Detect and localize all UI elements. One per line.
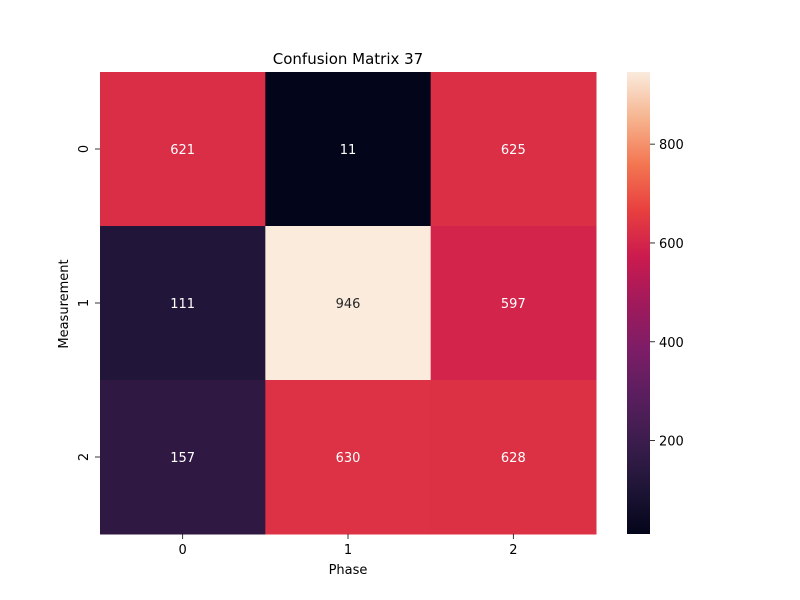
- y-axis-label: Measurement: [57, 259, 72, 348]
- y-tick-label-2: 2: [77, 453, 92, 461]
- colorbar: 200 400 600 800: [627, 72, 684, 534]
- heatmap-cells: 621 11 625 111 946 597 157 630 628: [100, 72, 597, 535]
- y-axis-ticks: 0 1 2: [77, 145, 100, 461]
- colorbar-ticks: 200 400 600 800: [650, 138, 684, 449]
- x-tick-label-2: 2: [509, 543, 517, 558]
- x-tick-label-1: 1: [344, 543, 352, 558]
- cell-value-label-2-1: 630: [336, 451, 361, 466]
- cell-value-label-0-1: 11: [340, 143, 357, 158]
- colorbar-tick-label-0: 200: [659, 435, 684, 450]
- y-tick-label-0: 0: [77, 145, 92, 153]
- chart-title: Confusion Matrix 37: [273, 50, 423, 68]
- cell-value-label-1-0: 111: [170, 297, 195, 312]
- colorbar-tick-label-2: 600: [659, 237, 684, 252]
- x-axis-ticks: 0 1 2: [179, 534, 518, 558]
- cell-value-label-0-2: 625: [501, 143, 526, 158]
- colorbar-gradient: [627, 72, 650, 534]
- x-tick-label-0: 0: [179, 543, 187, 558]
- y-tick-label-1: 1: [77, 299, 92, 307]
- cell-value-label-0-0: 621: [170, 143, 195, 158]
- x-axis-label: Phase: [329, 563, 368, 578]
- colorbar-tick-label-3: 800: [659, 138, 684, 153]
- colorbar-tick-label-1: 400: [659, 336, 684, 351]
- cell-value-label-2-2: 628: [501, 451, 526, 466]
- cell-value-label-1-2: 597: [501, 297, 526, 312]
- cell-value-label-2-0: 157: [170, 451, 195, 466]
- cell-value-label-1-1: 946: [336, 297, 361, 312]
